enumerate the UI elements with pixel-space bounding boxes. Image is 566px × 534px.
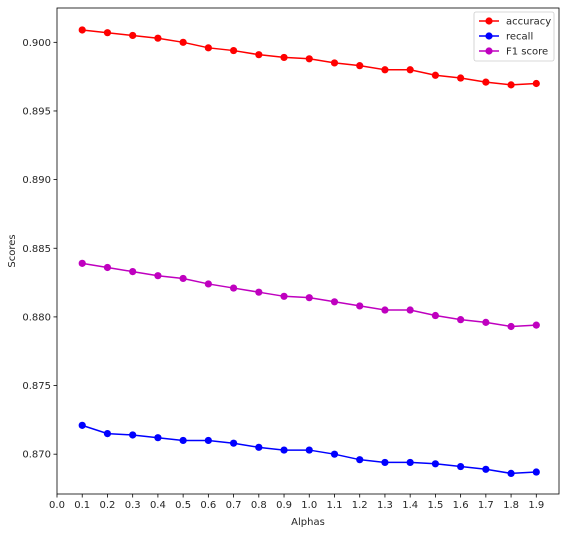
- data-point: [507, 469, 515, 478]
- data-point: [532, 468, 540, 476]
- data-point: [204, 280, 212, 288]
- x-tick-label: 0.1: [74, 500, 90, 511]
- data-point: [431, 71, 439, 79]
- legend-box: [473, 11, 555, 62]
- plot-area: [56, 7, 560, 495]
- x-tick-label: 0.9: [276, 500, 292, 511]
- x-tick-label: 1.5: [427, 500, 443, 511]
- data-point: [431, 311, 439, 320]
- x-tick-label: 0.4: [150, 500, 166, 511]
- x-tick-label: 0.5: [175, 500, 191, 511]
- data-point: [482, 465, 490, 473]
- plot-frame: [56, 7, 560, 495]
- x-tick-label: 0.3: [125, 500, 141, 511]
- data-point: [457, 316, 465, 324]
- data-point: [330, 298, 339, 306]
- data-point: [507, 81, 515, 89]
- x-tick-label: 1.7: [478, 500, 494, 511]
- y-tick-label: 0.900: [22, 38, 51, 49]
- data-point: [78, 26, 86, 34]
- data-point: [255, 443, 263, 451]
- x-tick-label: 1.4: [402, 500, 418, 511]
- data-point: [255, 288, 263, 296]
- data-point: [179, 38, 187, 46]
- data-point: [103, 263, 112, 272]
- data-point: [129, 31, 137, 40]
- legend: accuracy recall F1 score: [473, 11, 555, 62]
- data-point: [381, 306, 389, 314]
- data-point: [381, 66, 389, 74]
- data-point: [103, 29, 112, 37]
- data-point: [154, 434, 162, 442]
- data-point: [356, 62, 364, 70]
- data-point: [78, 259, 86, 267]
- x-tick-label: 1.0: [301, 500, 317, 511]
- x-tick-label: 1.3: [377, 500, 393, 511]
- data-point: [78, 421, 86, 429]
- data-point: [482, 78, 490, 86]
- data-point: [507, 322, 515, 331]
- y-tick-label: 0.890: [22, 175, 51, 186]
- data-point: [204, 436, 212, 445]
- y-tick-label: 0.885: [22, 244, 51, 255]
- x-tick-label: 1.9: [528, 500, 544, 511]
- y-tick-label: 0.870: [22, 450, 51, 461]
- data-point: [204, 44, 212, 52]
- data-point: [280, 292, 288, 300]
- x-tick-label: 1.1: [327, 500, 343, 511]
- data-point: [229, 284, 238, 292]
- x-tick-label: 0.0: [49, 500, 65, 511]
- data-point: [457, 74, 465, 82]
- legend-marker: [485, 47, 493, 55]
- data-point: [356, 302, 364, 310]
- x-axis: 0.0 0.1 0.2 0.3 0.4 0.5 0.6 0.7 0.8 0.9 1.0 1.1 1.2 1…: [49, 494, 544, 511]
- data-point: [406, 306, 414, 314]
- data-point: [532, 321, 540, 329]
- data-point: [431, 460, 439, 468]
- data-point: [179, 274, 187, 283]
- y-tick-label: 0.895: [22, 106, 51, 117]
- data-point: [305, 446, 313, 454]
- data-point: [179, 436, 187, 445]
- data-point: [330, 450, 339, 458]
- x-axis-label: Alphas: [291, 517, 325, 528]
- data-point: [229, 439, 238, 447]
- data-point: [532, 79, 540, 88]
- legend-marker: [485, 32, 493, 40]
- x-tick-label: 0.8: [251, 500, 267, 511]
- data-point: [255, 51, 263, 59]
- legend-label: F1 score: [506, 47, 548, 58]
- data-point: [406, 66, 414, 74]
- data-point: [356, 456, 364, 464]
- legend-marker: [485, 17, 493, 25]
- legend-label: recall: [506, 32, 533, 43]
- data-point: [381, 458, 389, 467]
- data-point: [154, 34, 162, 42]
- y-tick-label: 0.880: [22, 312, 51, 323]
- y-axis-label: Scores: [7, 234, 18, 267]
- x-tick-label: 1.8: [503, 500, 519, 511]
- x-tick-label: 1.2: [352, 500, 368, 511]
- data-point: [482, 318, 490, 326]
- data-point: [280, 53, 288, 62]
- data-point: [103, 429, 112, 438]
- y-tick-label: 0.875: [22, 381, 51, 392]
- legend-label: accuracy: [506, 17, 551, 28]
- x-tick-label: 0.2: [99, 500, 115, 511]
- y-axis: 0.870 0.875 0.880 0.885 0.890 0.895 0.900: [22, 38, 57, 461]
- data-point: [129, 431, 137, 439]
- data-point: [129, 267, 137, 276]
- data-point: [229, 46, 238, 55]
- data-point: [305, 55, 313, 63]
- data-point: [280, 446, 288, 454]
- x-tick-label: 0.6: [200, 500, 216, 511]
- data-point: [305, 294, 313, 302]
- data-point: [330, 59, 339, 67]
- data-point: [154, 272, 162, 280]
- x-tick-label: 0.7: [226, 500, 242, 511]
- x-tick-label: 1.6: [453, 500, 469, 511]
- data-point: [406, 458, 414, 467]
- data-point: [457, 462, 465, 471]
